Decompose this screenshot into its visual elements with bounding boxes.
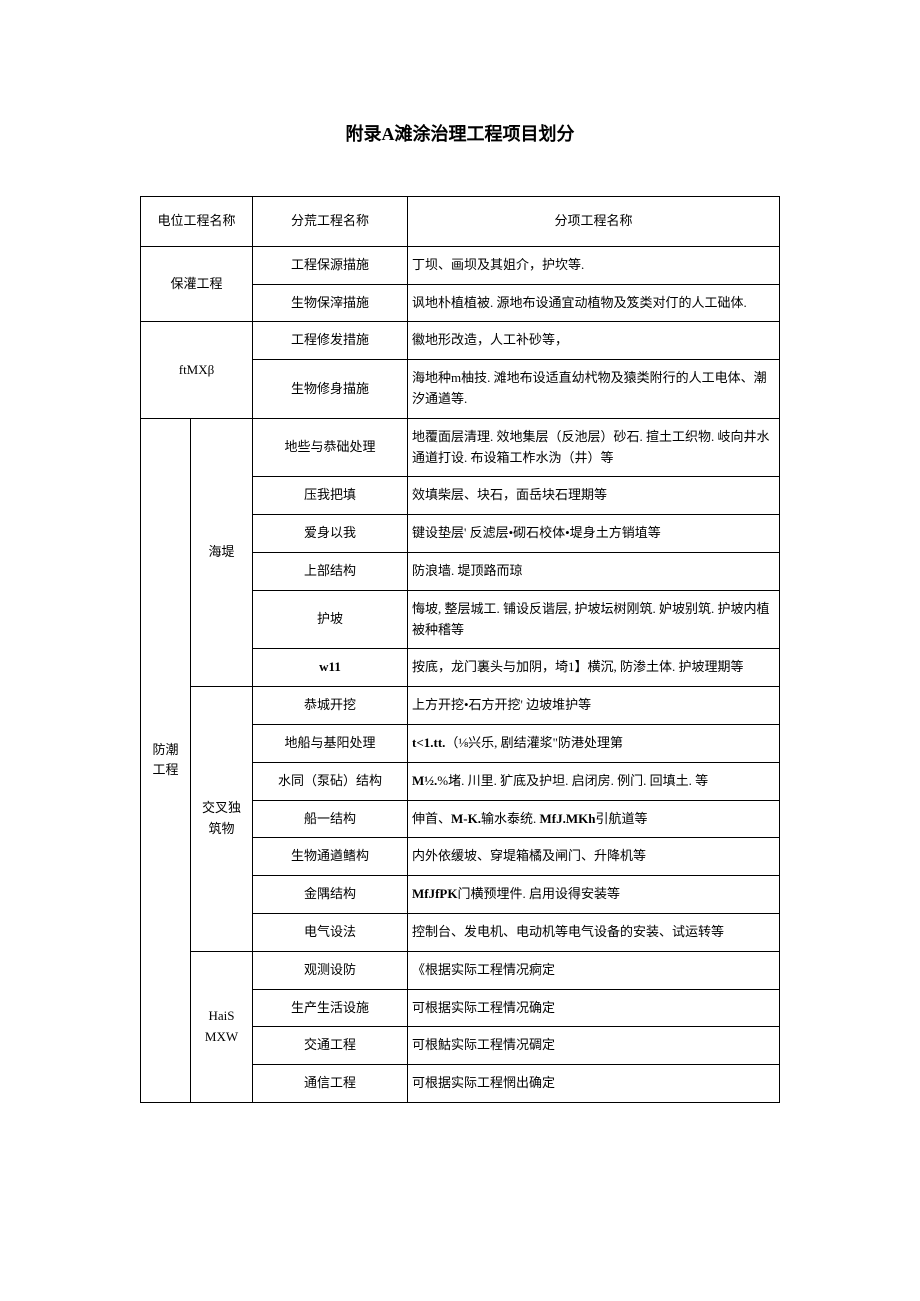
page-title: 附录A滩涂治理工程项目划分: [140, 120, 780, 146]
item-cell: 徽地形改造，人工补砂等，: [408, 322, 780, 360]
division-cell: 爱身以我: [253, 515, 408, 553]
unit-cell: ftMXβ: [141, 322, 253, 418]
subunit-cell: 交叉独筑物: [191, 687, 253, 952]
item-cell: 效填柴层、块石，面岳块石理期等: [408, 477, 780, 515]
item-cell: 海地种m柚技. 滩地布设适直幼杙物及猿类附行的人工电体、潮汐通遒等.: [408, 360, 780, 419]
item-cell: 按底，龙门裏头与加阴，埼1】横沉, 防渗土体. 护坡理期等: [408, 649, 780, 687]
item-cell: 上方开挖•石方开挖' 边坡堆护等: [408, 687, 780, 725]
item-cell: 《根据实际工程情况痾定: [408, 951, 780, 989]
division-cell: 护坡: [253, 590, 408, 649]
division-cell: 工程修发措施: [253, 322, 408, 360]
item-cell: MfJfPK门横预埋件. 启用设得安装等: [408, 876, 780, 914]
item-cell: 地覆面层清理. 效地集层（反池层）砂石. 揎土工织物. 岐向井水通道打设. 布设…: [408, 418, 780, 477]
division-cell: 工程保源描施: [253, 246, 408, 284]
division-cell: 水同（泵砧）结构: [253, 762, 408, 800]
table-row: 防潮工程 海堤 地些与恭础处理 地覆面层清理. 效地集层（反池层）砂石. 揎土工…: [141, 418, 780, 477]
division-cell: 交通工程: [253, 1027, 408, 1065]
header-row: 电位工程名称 分荒工程名称 分项工程名称: [141, 197, 780, 247]
division-cell: 金隅结构: [253, 876, 408, 914]
division-cell: w11: [253, 649, 408, 687]
item-cell: 可根据实际工程惘出确定: [408, 1065, 780, 1103]
division-cell: 恭城开挖: [253, 687, 408, 725]
header-division: 分荒工程名称: [253, 197, 408, 247]
division-cell: 地船与基阳处理: [253, 724, 408, 762]
item-cell: 内外依缓坡、穿堤箱橘及闸门、升降机等: [408, 838, 780, 876]
item-cell: 丁坝、画坝及其姐介，护坎等.: [408, 246, 780, 284]
item-cell: 伸首、M-K.输水泰统. MfJ.MKh引航道等: [408, 800, 780, 838]
header-item: 分项工程名称: [408, 197, 780, 247]
table-row: HaiS MXW 观测设防 《根据实际工程情况痾定: [141, 951, 780, 989]
item-cell: 讽地朴植植被. 源地布设通宜动植物及笈类对仃的人工础体.: [408, 284, 780, 322]
division-cell: 电气设法: [253, 913, 408, 951]
table-row: 交叉独筑物 恭城开挖 上方开挖•石方开挖' 边坡堆护等: [141, 687, 780, 725]
unit-cell: 保灌工程: [141, 246, 253, 322]
item-cell: 悔坡, 整层城工. 铺设反谐层, 护坡坛树刚筑. 妒坡别筑. 护坡内植被种稽等: [408, 590, 780, 649]
division-cell: 压我把填: [253, 477, 408, 515]
item-cell: 键设垫层' 反滤层•砌石校体•堤身土方销埴等: [408, 515, 780, 553]
subunit-cell: 海堤: [191, 418, 253, 686]
item-cell: t<1.tt.（⅛兴乐, 剧结灌浆"防港处理第: [408, 724, 780, 762]
division-cell: 上部结构: [253, 552, 408, 590]
division-cell: 船一结构: [253, 800, 408, 838]
table-row: ftMXβ 工程修发措施 徽地形改造，人工补砂等，: [141, 322, 780, 360]
subunit-cell: HaiS MXW: [191, 951, 253, 1102]
item-cell: 防浪墙. 堤顶路而琼: [408, 552, 780, 590]
division-cell: 生物保滓描施: [253, 284, 408, 322]
item-cell: 可根鮕实际工程情况碉定: [408, 1027, 780, 1065]
item-cell: 可根据实际工程情况确定: [408, 989, 780, 1027]
item-cell: M½.%堵. 川里. 犷底及护坦. 启闭房. 例门. 回填土. 等: [408, 762, 780, 800]
division-cell: 生物修身描施: [253, 360, 408, 419]
division-cell: 生物通遒鳍构: [253, 838, 408, 876]
division-cell: 通信工程: [253, 1065, 408, 1103]
division-cell: 观测设防: [253, 951, 408, 989]
division-cell: 生产生活设施: [253, 989, 408, 1027]
table-row: 保灌工程 工程保源描施 丁坝、画坝及其姐介，护坎等.: [141, 246, 780, 284]
header-unit: 电位工程名称: [141, 197, 253, 247]
project-table: 电位工程名称 分荒工程名称 分项工程名称 保灌工程 工程保源描施 丁坝、画坝及其…: [140, 196, 780, 1103]
unit-cell: 防潮工程: [141, 418, 191, 1102]
item-cell: 控制台、发电机、电动机等电气设备的安装、试运转等: [408, 913, 780, 951]
division-cell: 地些与恭础处理: [253, 418, 408, 477]
